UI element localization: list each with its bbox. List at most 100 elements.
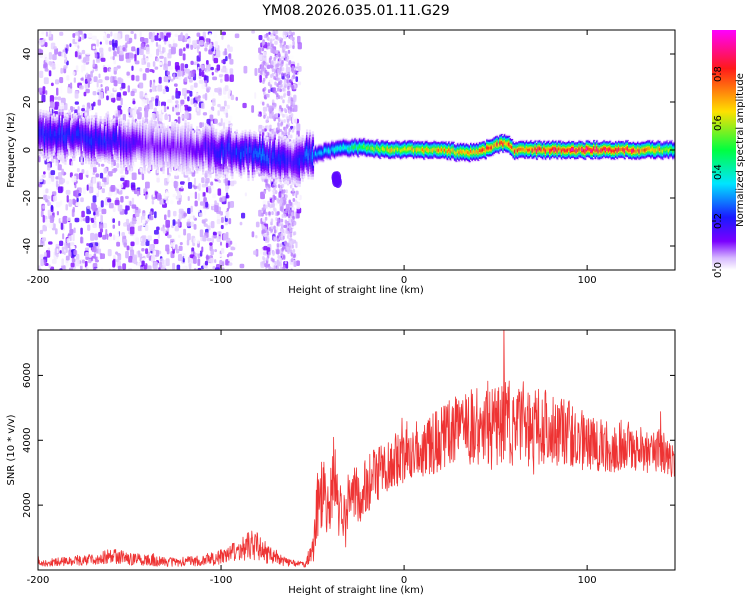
band-cell (322, 152, 325, 155)
band-cell (442, 148, 445, 152)
noise-dot (251, 105, 255, 113)
noise-dot (82, 64, 86, 71)
noise-dot (97, 99, 102, 106)
band-cell (264, 155, 268, 162)
noise-dot (153, 229, 159, 235)
noise-dot (93, 211, 96, 216)
noise-dot (273, 237, 277, 242)
noise-dot (145, 248, 149, 255)
band-cell (262, 148, 265, 157)
noise-dot (228, 252, 233, 257)
noise-dot (268, 266, 271, 270)
noise-dot (62, 216, 67, 224)
noise-dot (144, 224, 149, 232)
band-cell (339, 146, 342, 150)
noise-dot (272, 104, 275, 109)
band-cell (405, 148, 408, 152)
noise-dot (263, 91, 266, 96)
noise-dot (66, 180, 70, 185)
noise-dot (113, 80, 118, 87)
noise-dot (73, 249, 78, 256)
noise-dot (197, 98, 201, 102)
noise-dot (45, 90, 48, 95)
noise-dot (180, 210, 184, 215)
band-cell (418, 148, 421, 152)
noise-dot (177, 254, 183, 262)
band-cell (39, 129, 42, 137)
noise-dot (99, 41, 102, 45)
noise-dot (50, 175, 55, 182)
noise-dot (140, 186, 145, 195)
noise-dot (292, 231, 296, 236)
noise-dot (204, 196, 207, 202)
noise-dot (81, 210, 85, 218)
noise-dot (280, 232, 284, 237)
noise-dot (224, 100, 227, 107)
band-cell (427, 149, 430, 153)
noise-dot (45, 31, 48, 37)
noise-dot (172, 262, 176, 270)
noise-dot (219, 106, 225, 112)
noise-dot (193, 82, 198, 88)
noise-dot (206, 41, 210, 45)
noise-dot (52, 201, 55, 206)
noise-dot (180, 32, 183, 40)
noise-dot (262, 60, 266, 65)
band-cell (84, 134, 88, 142)
noise-dot (271, 68, 275, 73)
noise-dot (266, 237, 270, 242)
noise-dot (204, 93, 208, 101)
noise-dot (123, 242, 127, 248)
noise-dot (193, 177, 196, 186)
band-cell (210, 143, 213, 151)
noise-dot (286, 58, 289, 63)
noise-dot (187, 177, 190, 182)
noise-dot (285, 53, 289, 58)
noise-dot (149, 102, 154, 110)
noise-dot (108, 67, 111, 72)
noise-dot (91, 245, 97, 253)
band-cell (272, 152, 275, 159)
noise-dot (192, 43, 197, 48)
noise-dot (296, 260, 300, 266)
band-cell (136, 136, 139, 143)
noise-dot (118, 53, 124, 62)
noise-dot (131, 172, 137, 180)
noise-dot (122, 47, 126, 51)
noise-dot (80, 197, 84, 203)
noise-dot (87, 258, 92, 264)
band-cell (93, 138, 96, 146)
noise-dot (125, 205, 130, 211)
band-cell (300, 154, 303, 161)
noise-dot (282, 255, 286, 260)
noise-dot (80, 236, 83, 244)
noise-dot (180, 106, 185, 113)
band-cell (199, 150, 202, 156)
noise-dot (224, 74, 229, 82)
noise-dot (148, 53, 153, 58)
band-cell (213, 147, 216, 155)
noise-dot (157, 100, 161, 107)
band-cell (143, 144, 146, 153)
noise-dot (279, 105, 282, 110)
noise-dot (292, 96, 296, 101)
noise-dot (197, 208, 200, 213)
noise-dot (278, 70, 281, 75)
noise-dot (149, 215, 154, 221)
noise-dot (288, 199, 292, 204)
band-cell (247, 152, 250, 160)
noise-dot (125, 58, 131, 63)
band-cell (390, 148, 394, 152)
noise-dot (78, 54, 82, 59)
noise-dot (106, 90, 111, 96)
band-cell (446, 150, 449, 154)
band-cell (298, 157, 301, 166)
noise-dot (297, 194, 300, 201)
noise-dot (98, 79, 103, 84)
noise-dot (180, 185, 184, 189)
band-cell (361, 145, 364, 149)
band-cell (96, 136, 99, 144)
noise-dot (125, 250, 129, 259)
noise-dot (39, 49, 44, 55)
noise-dot (50, 82, 54, 87)
